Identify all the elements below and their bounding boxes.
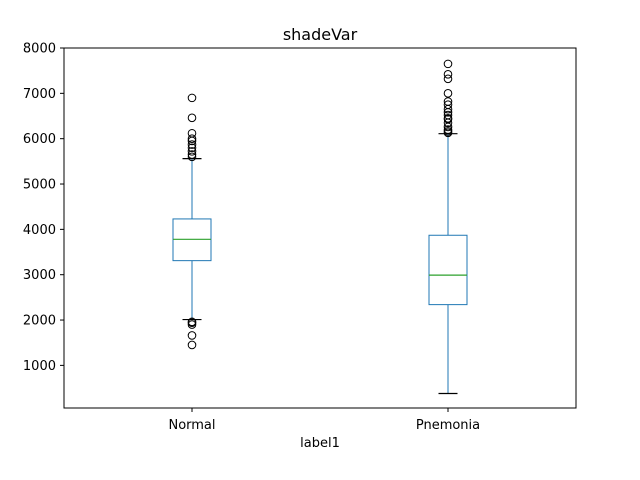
x-tick-label: Normal: [168, 418, 215, 433]
x-axis-title: label1: [300, 436, 340, 451]
outlier-point: [187, 140, 197, 149]
outlier-point: [187, 128, 197, 138]
outlier-point: [443, 110, 453, 120]
outlier-point: [443, 59, 453, 69]
outlier-point: [443, 125, 453, 134]
outlier-point: [443, 69, 453, 79]
outlier-point: [443, 113, 453, 123]
x-axis: Normal Pnemonia: [168, 408, 480, 433]
outlier-point: [187, 143, 197, 153]
outlier-point: [443, 100, 453, 109]
outlier-point: [187, 317, 197, 327]
box-series-pnemonia: [428, 59, 468, 395]
outlier-point: [187, 147, 197, 156]
outlier-point: [187, 331, 197, 340]
outlier-point: [187, 152, 197, 162]
outlier-point: [187, 93, 197, 103]
outlier-point: [187, 113, 197, 123]
chart-title: shadeVar: [283, 25, 358, 44]
outlier-point: [187, 340, 197, 350]
outlier-point: [443, 74, 453, 84]
y-tick-label: 1000: [23, 359, 56, 374]
outlier-point: [443, 97, 453, 106]
box-series-normal: [172, 93, 212, 350]
y-tick-label: 8000: [23, 42, 56, 57]
y-tick-label: 3000: [23, 268, 56, 283]
plot-frame: [63, 47, 577, 409]
y-axis: 1000 2000 3000 4000 5000 6000 7000 8000: [23, 42, 64, 374]
y-tick-label: 7000: [23, 87, 56, 102]
iqr-box: [428, 234, 468, 306]
x-tick-label: Pnemonia: [416, 418, 480, 433]
outlier-point: [187, 150, 197, 159]
y-tick-label: 6000: [23, 132, 56, 147]
plot-area: [172, 59, 468, 395]
outlier-point: [187, 134, 197, 143]
outlier-point: [443, 89, 453, 98]
y-tick-label: 4000: [23, 223, 56, 238]
y-tick-label: 2000: [23, 314, 56, 329]
y-tick-label: 5000: [23, 178, 56, 193]
